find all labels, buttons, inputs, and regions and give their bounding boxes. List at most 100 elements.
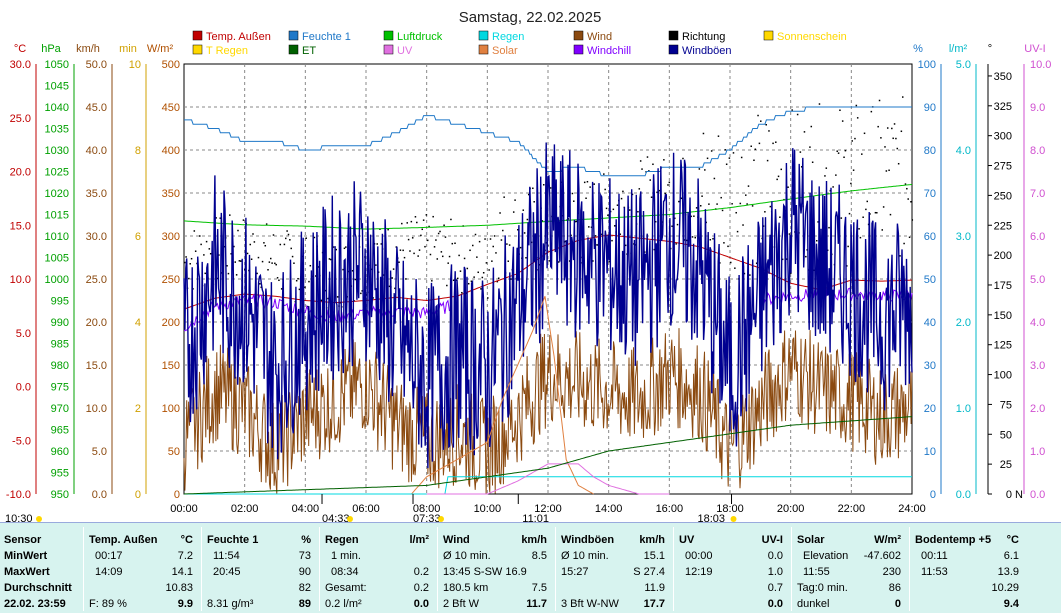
- row-label-avg: Durchschnitt: [4, 582, 72, 594]
- axis-tick-label: 35.0: [86, 188, 107, 200]
- axis-unit-label: %: [913, 43, 923, 55]
- direction-point: [791, 109, 793, 111]
- axis-tick-label: 2.0: [1030, 403, 1045, 415]
- direction-point: [723, 242, 725, 244]
- cell-label: F: 89 %: [89, 598, 127, 610]
- column-divider: [201, 527, 202, 611]
- direction-point: [265, 223, 268, 225]
- direction-point: [784, 210, 787, 212]
- column-unit: km/h: [639, 534, 665, 546]
- direction-point: [712, 238, 714, 240]
- axis-tick-label: 15.0: [10, 220, 31, 232]
- direction-point: [847, 245, 849, 248]
- moon-rise-label: 04:33: [322, 513, 350, 522]
- direction-point: [409, 250, 411, 252]
- column-unit: W/m²: [874, 534, 901, 546]
- direction-point: [900, 130, 903, 133]
- direction-point: [603, 173, 605, 175]
- direction-point: [674, 217, 676, 220]
- time-tick-label: 24:00: [898, 503, 926, 515]
- direction-point: [274, 262, 276, 265]
- direction-point: [903, 242, 905, 245]
- legend-swatch: [763, 30, 774, 41]
- axis-tick-label: 50: [1000, 429, 1012, 441]
- direction-point: [446, 284, 448, 287]
- direction-point: [421, 228, 424, 231]
- direction-point: [874, 211, 877, 214]
- cell-value: 230: [882, 566, 901, 578]
- legend-swatch: [192, 30, 203, 41]
- direction-point: [276, 277, 279, 279]
- direction-point: [589, 186, 591, 188]
- series-line: [183, 142, 913, 469]
- direction-point: [908, 236, 911, 239]
- direction-point: [343, 247, 346, 250]
- legend-label: UV: [397, 45, 413, 57]
- axis-tick-label: 20.0: [10, 167, 31, 179]
- direction-point: [593, 183, 595, 185]
- chart-legend: Temp. Außen Feuchte 1 Luftdruck Regen Wind Ri…: [192, 30, 847, 57]
- direction-point: [289, 239, 291, 241]
- direction-point: [523, 232, 526, 234]
- direction-point: [209, 252, 212, 255]
- time-markers: 10:30 04:33 07:33 11:01 18:03: [5, 494, 737, 522]
- direction-point: [638, 188, 641, 190]
- column-title: Bodentemp +5: [915, 534, 992, 546]
- direction-point: [899, 255, 901, 257]
- direction-point: [624, 244, 627, 247]
- time-tick-label: 14:00: [595, 503, 623, 515]
- direction-point: [218, 254, 220, 256]
- direction-point: [701, 195, 703, 197]
- direction-point: [309, 264, 312, 267]
- axis-unit-label: °: [988, 43, 992, 55]
- direction-point: [253, 241, 256, 243]
- direction-point: [698, 168, 701, 170]
- column-divider: [909, 527, 910, 611]
- direction-point: [702, 132, 705, 135]
- direction-point: [320, 299, 322, 302]
- axis-tick-label: 1010: [45, 231, 69, 243]
- direction-point: [227, 272, 230, 275]
- cell-label: Gesamt:: [325, 582, 367, 594]
- direction-point: [424, 245, 426, 248]
- direction-point: [616, 204, 619, 206]
- direction-point: [765, 124, 767, 126]
- direction-point: [884, 146, 886, 148]
- direction-point: [888, 169, 890, 172]
- axis-tick-label: 2.0: [956, 317, 971, 329]
- time-tick-label: 02:00: [231, 503, 259, 515]
- direction-point: [716, 203, 718, 205]
- cell-value: -47.602: [863, 550, 901, 562]
- axis-tick-label: 50: [168, 446, 180, 458]
- direction-point: [387, 228, 389, 231]
- direction-point: [854, 137, 856, 140]
- direction-point: [743, 272, 746, 275]
- direction-point: [809, 146, 811, 148]
- direction-point: [435, 239, 437, 241]
- direction-point: [886, 127, 889, 129]
- time-tick-label: 08:00: [413, 503, 441, 515]
- direction-point: [470, 280, 473, 283]
- cell-label: Elevation: [803, 550, 849, 562]
- direction-point: [653, 248, 656, 251]
- legend-label: Windchill: [587, 45, 631, 57]
- legend-swatch: [573, 30, 584, 41]
- axis-tick-label: 1050: [45, 59, 69, 71]
- axis-tick-label: 950: [51, 489, 69, 501]
- direction-point: [496, 280, 499, 283]
- direction-point: [758, 142, 761, 145]
- time-tick-label: 12:00: [534, 503, 562, 515]
- direction-point: [306, 305, 309, 308]
- legend-label: T Regen: [206, 45, 248, 57]
- direction-point: [846, 265, 848, 267]
- direction-point: [870, 110, 873, 113]
- direction-point: [411, 237, 414, 239]
- cell-label: 13:45 S-SW 16.9: [443, 566, 527, 578]
- direction-point: [332, 246, 335, 248]
- axis-tick-label: 70: [924, 188, 936, 200]
- cell-value: 17.7: [643, 598, 665, 610]
- column-unit: °C: [180, 534, 193, 546]
- cell-label: 00:17: [95, 550, 123, 562]
- axis-tick-label: 1035: [45, 124, 69, 136]
- axis-tick-label: 150: [162, 360, 180, 372]
